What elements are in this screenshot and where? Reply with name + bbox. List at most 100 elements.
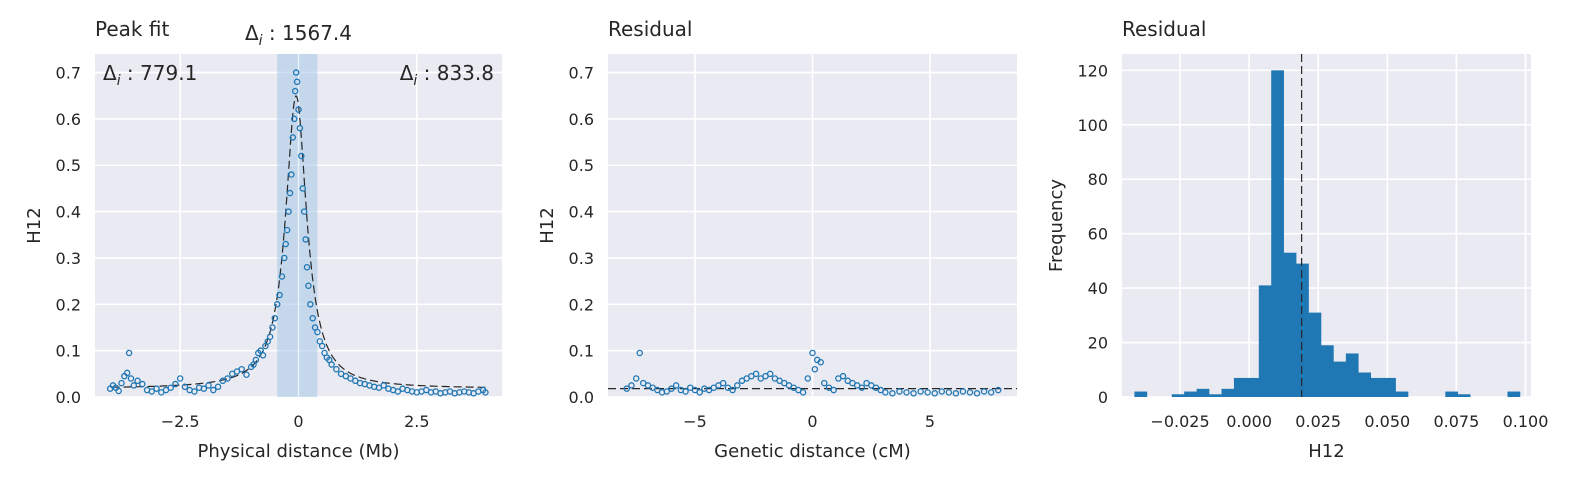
data-points xyxy=(106,69,489,397)
delta-annotation-center: Δi : 1567.4 xyxy=(245,21,352,49)
x-tick-label: 0.100 xyxy=(1503,412,1549,431)
data-point xyxy=(283,226,291,234)
data-point xyxy=(243,371,250,379)
data-point xyxy=(278,273,286,280)
data-point xyxy=(153,385,160,392)
histogram-bar xyxy=(1171,394,1185,397)
data-point xyxy=(200,385,208,392)
y-tick-label: 40 xyxy=(1088,279,1108,298)
data-point xyxy=(623,385,631,392)
histogram-bar xyxy=(1134,391,1148,397)
x-tick-label: 0.000 xyxy=(1226,412,1272,431)
data-point xyxy=(205,382,212,389)
residual-scatter-panel: −5 0 5 0.0 0.1 0.2 0.3 0.4 0.5 0.6 0.7 Residual Ge… xyxy=(537,17,1017,462)
data-point xyxy=(281,254,288,262)
y-tick-label: 0.1 xyxy=(569,342,594,361)
x-tick-label: 0.025 xyxy=(1295,412,1341,431)
histogram-bar xyxy=(1271,70,1284,397)
data-point xyxy=(482,389,489,396)
data-point xyxy=(224,375,231,382)
data-point xyxy=(672,382,680,389)
histogram-bar xyxy=(1196,388,1210,397)
chart-title: Peak fit xyxy=(95,17,169,41)
x-tick-label: −2.5 xyxy=(161,412,200,431)
data-point xyxy=(130,382,138,389)
data-point xyxy=(318,342,326,350)
data-point xyxy=(959,388,967,395)
y-tick-label: 0.3 xyxy=(569,249,594,268)
histogram-bar xyxy=(1246,377,1260,397)
data-point xyxy=(636,349,643,357)
data-point xyxy=(314,328,321,336)
data-point xyxy=(719,379,727,387)
data-point xyxy=(118,379,125,387)
data-point xyxy=(305,282,312,290)
data-point xyxy=(276,291,283,299)
y-tick-label: 0.0 xyxy=(569,388,594,407)
data-point xyxy=(839,372,847,380)
data-point xyxy=(295,106,302,113)
histogram-bar xyxy=(1308,312,1322,397)
data-point xyxy=(938,388,946,395)
data-point xyxy=(115,387,122,395)
data-point xyxy=(811,365,819,373)
data-point xyxy=(729,386,736,394)
histogram-bar xyxy=(1457,394,1471,397)
data-point xyxy=(303,263,311,271)
data-point xyxy=(896,388,903,395)
data-point xyxy=(282,240,289,248)
x-tick-label: −0.025 xyxy=(1150,412,1209,431)
data-point xyxy=(682,388,689,395)
data-point xyxy=(945,389,953,396)
x-tick-label: 0 xyxy=(807,412,817,431)
data-point xyxy=(752,370,760,378)
data-point xyxy=(696,389,703,396)
data-point xyxy=(167,384,174,391)
data-point xyxy=(238,365,245,373)
y-tick-label: 0.4 xyxy=(569,203,594,222)
data-point xyxy=(181,383,189,391)
data-point xyxy=(966,389,974,396)
data-point xyxy=(917,388,924,395)
data-point xyxy=(910,390,917,397)
x-tick-label: 0 xyxy=(293,412,303,431)
histogram-bars xyxy=(1134,70,1521,397)
data-point xyxy=(299,185,307,192)
histogram-bar xyxy=(1383,377,1396,397)
data-point xyxy=(882,389,889,396)
data-point xyxy=(288,171,295,178)
data-point xyxy=(307,301,314,308)
data-point xyxy=(134,377,141,385)
y-tick-label: 80 xyxy=(1088,170,1108,189)
data-point xyxy=(269,324,276,331)
y-tick-label: 0.0 xyxy=(56,388,81,407)
data-point xyxy=(830,386,837,394)
data-point xyxy=(259,352,267,359)
data-point xyxy=(980,388,988,395)
data-point xyxy=(931,390,938,397)
data-point xyxy=(214,383,222,391)
x-tick-label: 5 xyxy=(925,412,935,431)
histogram-bar xyxy=(1221,388,1235,397)
peak-shaded-region xyxy=(277,54,318,397)
data-point xyxy=(987,389,995,396)
y-axis-label: H12 xyxy=(24,207,45,243)
x-tick-label: 0.075 xyxy=(1433,412,1479,431)
y-tick-label: 60 xyxy=(1088,225,1108,244)
data-point xyxy=(302,236,309,243)
data-point xyxy=(127,375,135,382)
y-tick-label: 0.4 xyxy=(56,203,81,222)
histogram-bar xyxy=(1370,377,1384,397)
y-tick-label: 0.7 xyxy=(569,64,594,83)
y-tick-label: 0.3 xyxy=(56,249,81,268)
x-tick-label: −5 xyxy=(683,412,707,431)
y-tick-label: 0 xyxy=(1098,388,1108,407)
data-point xyxy=(858,384,866,391)
data-point xyxy=(994,386,1002,394)
histogram-bar xyxy=(1333,361,1347,397)
y-tick-label: 0.2 xyxy=(569,295,594,314)
y-axis-label: Frequency xyxy=(1046,179,1067,272)
y-tick-label: 0.5 xyxy=(56,156,81,175)
chart-title: Residual xyxy=(608,17,692,41)
